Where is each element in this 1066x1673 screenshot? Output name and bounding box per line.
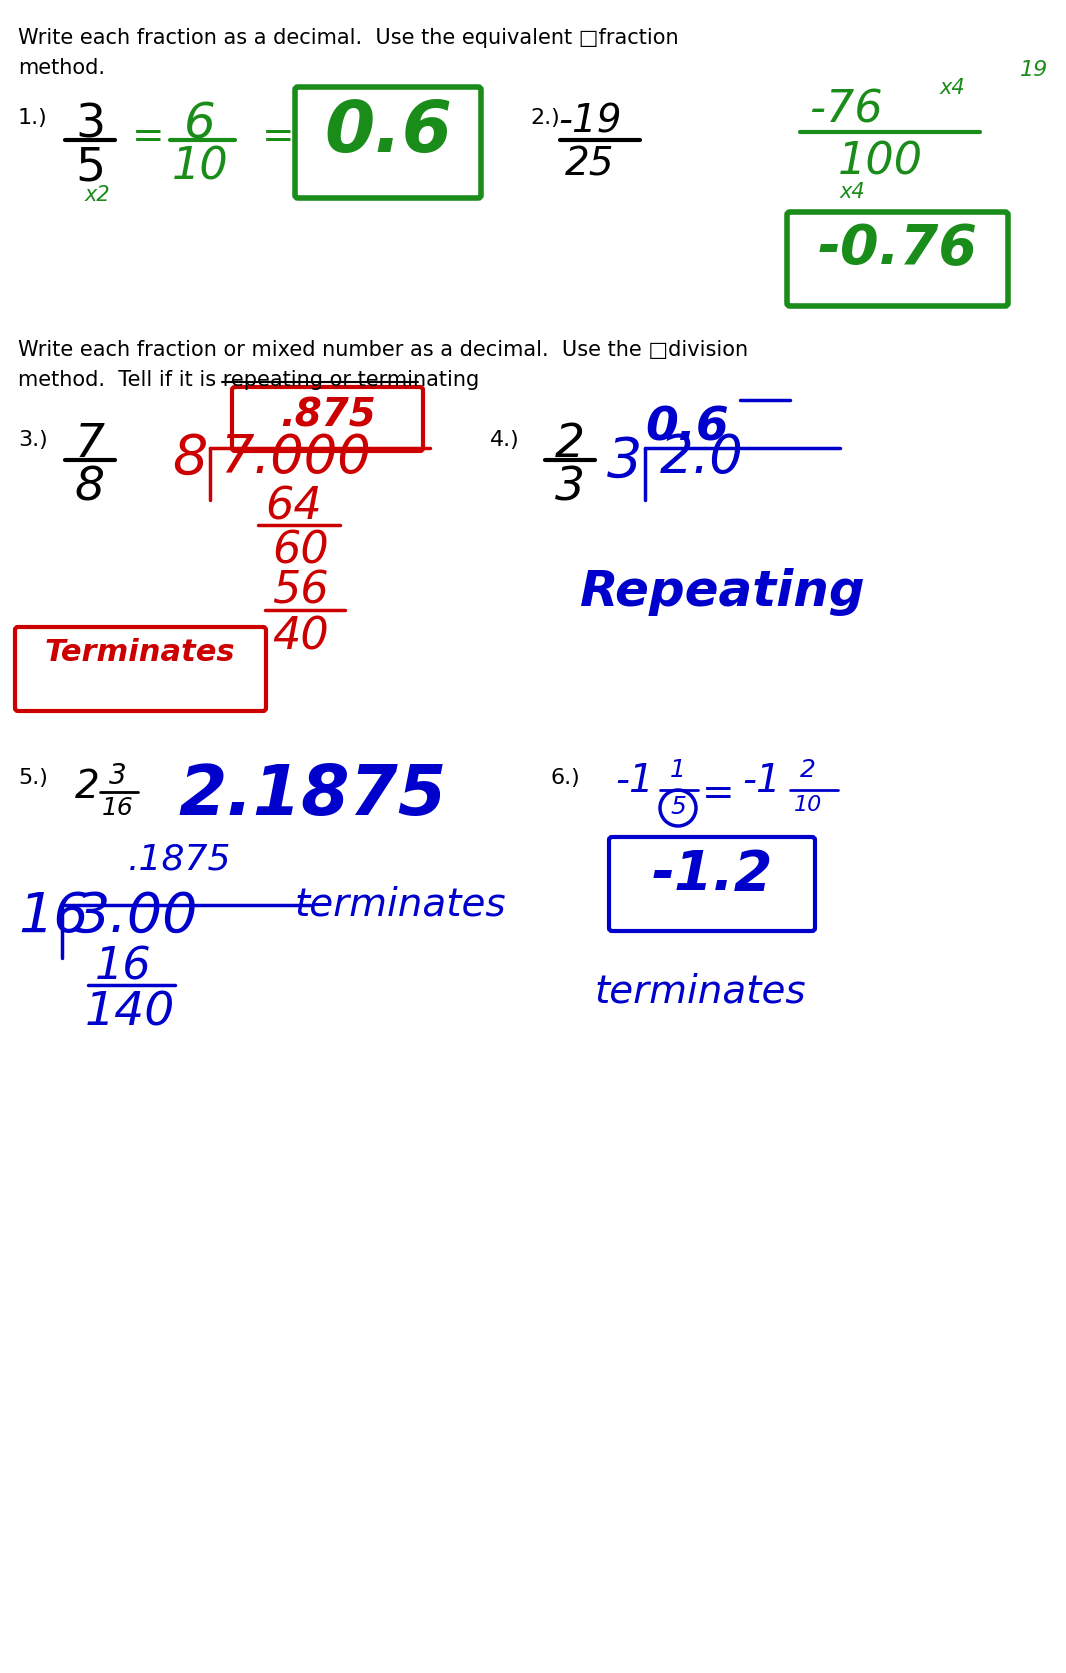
Text: 16: 16 <box>18 890 88 944</box>
Text: -0.76: -0.76 <box>818 223 978 276</box>
Text: -1.2: -1.2 <box>651 848 773 902</box>
Text: .875: .875 <box>280 397 376 433</box>
Text: 2.1875: 2.1875 <box>178 761 447 830</box>
Text: 40: 40 <box>272 616 328 657</box>
Text: =: = <box>132 119 164 156</box>
Text: 16: 16 <box>95 945 151 989</box>
Text: Write each fraction as a decimal.  Use the equivalent □fraction: Write each fraction as a decimal. Use th… <box>18 28 679 49</box>
Text: 64: 64 <box>265 485 322 529</box>
FancyBboxPatch shape <box>609 836 815 930</box>
Text: Repeating: Repeating <box>580 569 866 616</box>
FancyBboxPatch shape <box>15 627 266 711</box>
Text: 3.00: 3.00 <box>75 890 198 944</box>
Text: -1: -1 <box>742 761 780 800</box>
Text: 3: 3 <box>555 465 585 510</box>
Text: -19: -19 <box>559 102 621 141</box>
Text: x4: x4 <box>840 182 866 202</box>
Text: 5: 5 <box>671 795 685 820</box>
Text: =: = <box>261 119 294 156</box>
Text: 8: 8 <box>173 432 208 485</box>
Text: terminates: terminates <box>595 972 807 1010</box>
Text: 3.): 3.) <box>18 430 48 450</box>
Text: -76: -76 <box>810 89 883 130</box>
Text: 8: 8 <box>75 465 106 510</box>
Text: 3: 3 <box>75 102 106 147</box>
Text: 10: 10 <box>172 146 228 187</box>
Text: 19: 19 <box>1020 60 1048 80</box>
Text: 56: 56 <box>272 570 328 612</box>
Text: 25: 25 <box>565 146 615 182</box>
Text: method.  Tell if it is repeating or terminating: method. Tell if it is repeating or termi… <box>18 370 480 390</box>
Text: method.: method. <box>18 59 104 79</box>
Text: 7: 7 <box>75 422 106 467</box>
Text: 6: 6 <box>184 100 216 147</box>
Text: 140: 140 <box>85 990 176 1036</box>
Text: 4.): 4.) <box>490 430 520 450</box>
Text: 1: 1 <box>671 758 685 781</box>
Text: 0.6: 0.6 <box>645 405 729 450</box>
Text: 5.): 5.) <box>18 768 48 788</box>
Text: 6.): 6.) <box>550 768 580 788</box>
Text: 2.0: 2.0 <box>660 432 744 483</box>
Text: 1.): 1.) <box>18 109 48 129</box>
FancyBboxPatch shape <box>295 87 481 197</box>
Text: Terminates: Terminates <box>45 637 236 668</box>
Text: -1: -1 <box>615 761 653 800</box>
Text: 10: 10 <box>794 795 822 815</box>
Text: 2: 2 <box>555 422 585 467</box>
Text: Write each fraction or mixed number as a decimal.  Use the □division: Write each fraction or mixed number as a… <box>18 340 748 360</box>
Text: 2: 2 <box>75 768 100 806</box>
Text: terminates: terminates <box>295 885 506 923</box>
Text: 3: 3 <box>109 761 127 790</box>
Text: 0.6: 0.6 <box>324 99 452 167</box>
Text: 7.000: 7.000 <box>220 432 371 483</box>
FancyBboxPatch shape <box>787 212 1008 306</box>
Text: 3: 3 <box>608 435 643 489</box>
FancyBboxPatch shape <box>232 386 423 452</box>
Text: 60: 60 <box>272 530 328 572</box>
Text: 5: 5 <box>75 146 106 191</box>
Text: .1875: .1875 <box>128 842 231 877</box>
Text: x2: x2 <box>85 186 111 206</box>
Text: =: = <box>701 775 734 813</box>
Text: 100: 100 <box>838 141 922 182</box>
Text: x4: x4 <box>940 79 966 99</box>
Text: 16: 16 <box>102 796 134 820</box>
Text: 2: 2 <box>801 758 815 781</box>
Text: 2.): 2.) <box>530 109 560 129</box>
